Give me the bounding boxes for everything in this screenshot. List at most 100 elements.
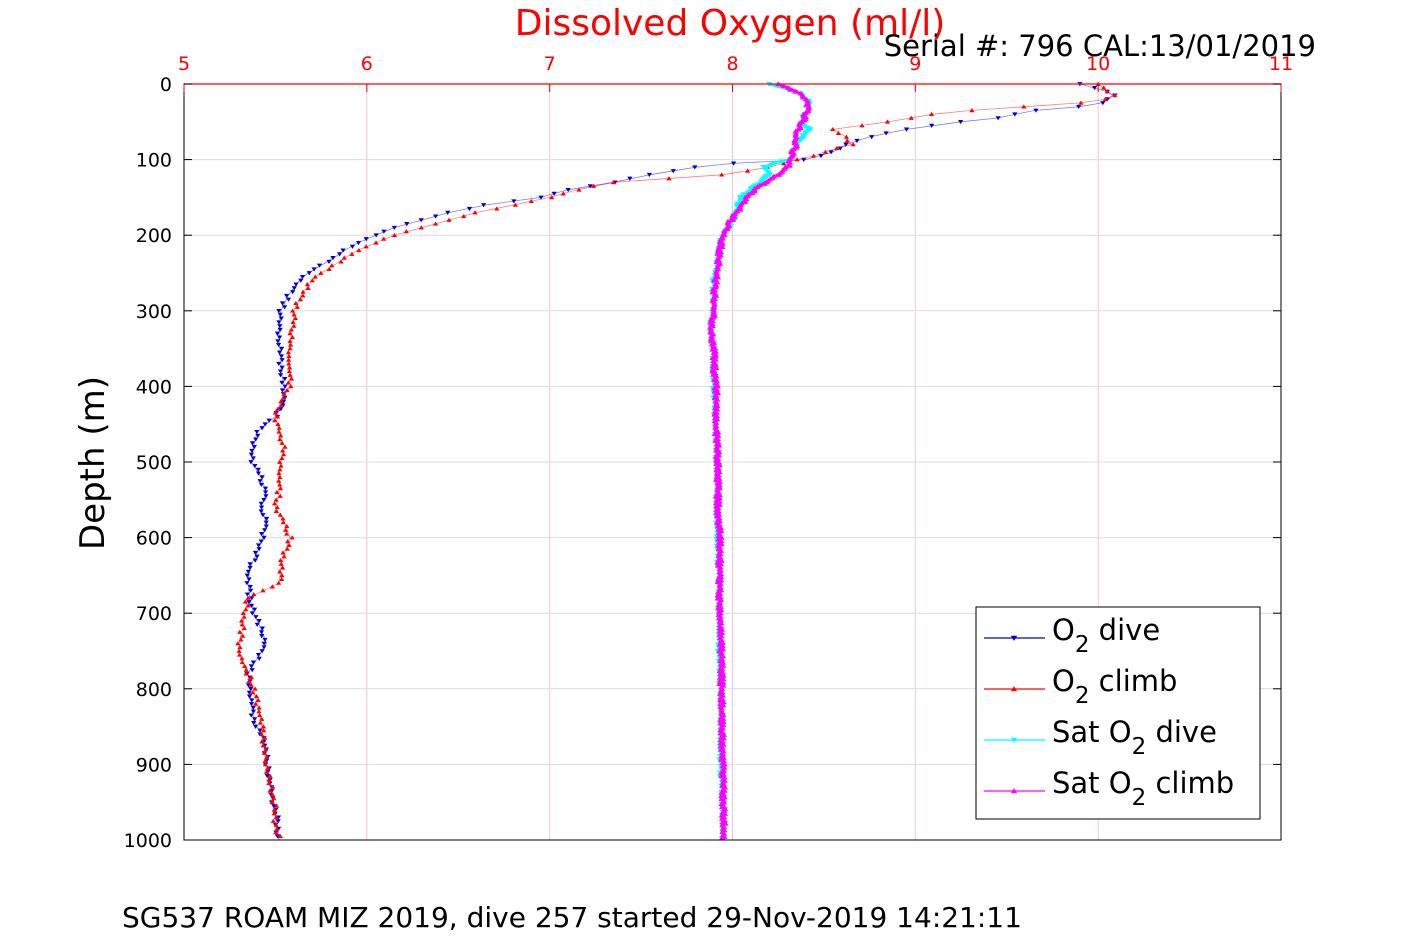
legend-entry-sat_dive: Sat O2 dive (984, 715, 1217, 760)
data-point-o2_dive (278, 407, 284, 412)
data-point-sat_climb (718, 541, 725, 547)
data-point-o2_climb (277, 569, 283, 574)
data-point-o2_climb (283, 527, 289, 532)
data-point-sat_climb (717, 671, 724, 677)
data-point-sat_climb (718, 249, 725, 255)
data-point-o2_climb (240, 610, 246, 616)
data-point-o2_dive (253, 724, 259, 729)
data-point-o2_dive (828, 150, 834, 155)
data-point-o2_dive (266, 418, 272, 423)
data-point-o2_climb (822, 149, 829, 154)
data-point-o2_dive (298, 278, 304, 283)
data-point-o2_climb (257, 720, 263, 725)
data-point-o2_dive (262, 422, 268, 427)
data-point-o2_climb (280, 520, 286, 525)
data-point-o2_dive (869, 135, 875, 140)
data-point-o2_climb (273, 508, 279, 513)
y-tick-label: 800 (136, 679, 172, 701)
data-point-sat_climb (709, 318, 716, 323)
data-point-sat_climb (719, 244, 726, 250)
data-point-sat_climb (776, 172, 783, 177)
data-point-o2_dive (277, 312, 283, 317)
legend-swatch-marker (1010, 788, 1018, 794)
data-point-o2_climb (282, 444, 288, 449)
data-point-o2_dive (276, 335, 283, 340)
data-point-o2_dive (373, 233, 379, 238)
data-point-o2_climb (270, 818, 276, 823)
data-point-o2_dive (246, 577, 252, 582)
data-point-sat_climb (721, 834, 728, 839)
y-tick-label: 300 (136, 301, 172, 323)
data-point-sat_climb (715, 536, 722, 542)
data-point-sat_climb (729, 217, 736, 223)
data-point-o2_climb (461, 213, 467, 219)
data-point-o2_climb (269, 584, 276, 589)
data-point-sat_climb (712, 447, 719, 453)
data-point-o2_dive (627, 176, 633, 181)
data-point-o2_climb (248, 675, 255, 680)
data-point-sat_climb (719, 240, 726, 246)
data-point-sat_climb (715, 429, 722, 435)
data-point-sat_climb (716, 475, 723, 481)
data-point-o2_dive (801, 157, 807, 162)
data-point-sat_climb (713, 467, 720, 473)
data-point-sat_climb (715, 526, 722, 532)
data-point-sat_dive (767, 172, 774, 178)
data-point-o2_dive (252, 717, 258, 722)
data-point-o2_dive (279, 380, 285, 385)
data-point-o2_dive (1100, 101, 1106, 106)
data-point-sat_dive (768, 163, 775, 168)
data-point-o2_dive (249, 441, 256, 446)
legend-entry-sat_climb: Sat O2 climb (984, 766, 1234, 811)
data-point-o2_dive (275, 819, 281, 824)
data-point-o2_dive (248, 686, 254, 692)
data-point-o2_climb (238, 637, 244, 642)
data-point-o2_dive (330, 256, 336, 261)
data-point-sat_climb (720, 741, 727, 747)
data-point-o2_dive (263, 520, 269, 525)
data-point-o2_climb (908, 115, 914, 120)
legend-label-suffix: dive (1146, 715, 1217, 749)
data-point-o2_dive (1091, 85, 1098, 91)
data-point-o2_climb (250, 690, 256, 695)
data-point-o2_dive (252, 607, 258, 612)
data-point-o2_dive (261, 641, 267, 646)
data-point-o2_climb (266, 780, 272, 786)
data-point-o2_dive (316, 263, 323, 268)
data-point-o2_dive (843, 142, 849, 147)
data-point-o2_dive (277, 350, 283, 355)
data-point-o2_climb (239, 656, 245, 661)
data-point-o2_dive (252, 558, 258, 563)
data-point-sat_climb (721, 787, 728, 793)
data-point-o2_dive (271, 804, 277, 809)
data-point-o2_dive (349, 244, 356, 249)
data-point-o2_climb (260, 588, 266, 593)
data-point-sat_climb (787, 149, 794, 155)
data-point-o2_dive (256, 656, 262, 661)
data-point-sat_climb (718, 835, 725, 841)
data-point-o2_dive (257, 728, 263, 733)
series-sat_climb (706, 81, 812, 841)
data-point-o2_dive (404, 222, 410, 227)
data-point-o2_dive (257, 479, 263, 484)
legend-label-subscript: 2 (1132, 734, 1147, 760)
data-point-o2_climb (512, 202, 518, 207)
data-point-o2_dive (244, 573, 250, 578)
data-point-o2_climb (275, 406, 281, 411)
data-point-sat_climb (786, 162, 793, 168)
data-point-o2_dive (246, 690, 252, 695)
data-point-sat_climb (714, 250, 721, 256)
data-point-o2_dive (293, 282, 299, 287)
data-point-sat_climb (715, 274, 722, 280)
data-point-o2_climb (576, 187, 582, 192)
data-point-o2_dive (256, 547, 262, 552)
data-point-sat_dive (737, 199, 744, 205)
data-point-sat_dive (739, 193, 746, 199)
data-point-o2_climb (274, 489, 280, 495)
data-point-o2_climb (1112, 93, 1118, 98)
data-point-o2_dive (279, 388, 286, 393)
data-point-o2_dive (363, 237, 369, 242)
data-point-o2_dive (259, 475, 265, 480)
data-point-sat_climb (713, 365, 720, 371)
y-tick-label: 900 (136, 754, 172, 776)
